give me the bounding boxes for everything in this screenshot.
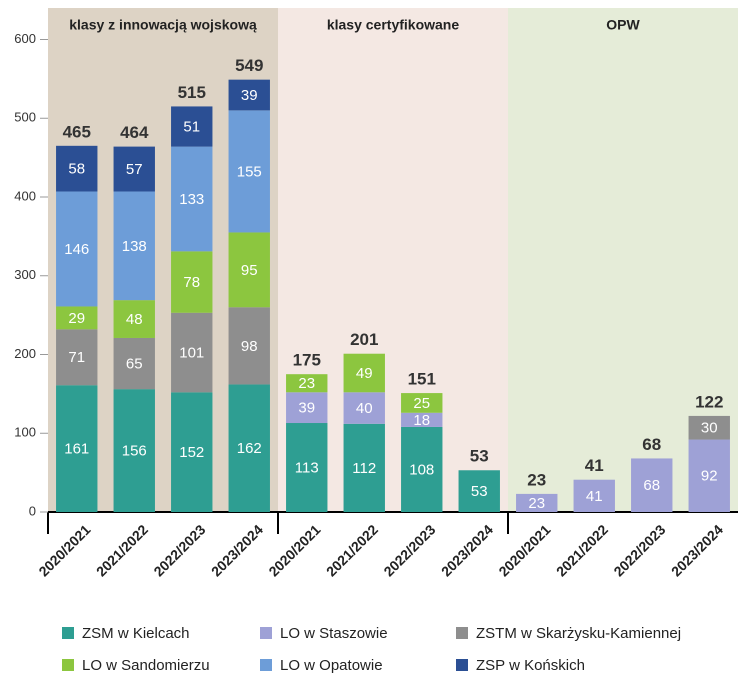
group-title: OPW — [606, 17, 640, 33]
total-label: 201 — [350, 330, 378, 349]
total-label: 23 — [527, 470, 546, 489]
segment-label: 51 — [183, 118, 200, 135]
total-label: 41 — [585, 456, 604, 475]
x-tick-label: 2023/2024 — [208, 521, 266, 579]
legend-label: LO w Sandomierzu — [82, 657, 210, 674]
segment-label: 41 — [586, 488, 603, 505]
x-tick-label: 2021/2022 — [323, 521, 381, 579]
y-tick-label: 100 — [14, 425, 36, 440]
segment-label: 162 — [237, 440, 262, 457]
legend-label: ZSM w Kielcach — [82, 625, 190, 642]
total-label: 122 — [695, 392, 723, 411]
x-tick-label: 2020/2021 — [495, 521, 553, 579]
x-tick-label: 2023/2024 — [668, 521, 726, 579]
segment-label: 113 — [295, 459, 319, 476]
segment-label: 23 — [298, 375, 315, 392]
x-tick-label: 2020/2021 — [35, 521, 93, 579]
segment-label: 98 — [241, 338, 258, 355]
segment-label: 65 — [126, 356, 143, 373]
segment-label: 146 — [64, 241, 89, 258]
segment-label: 29 — [68, 310, 85, 327]
y-tick-label: 400 — [14, 188, 36, 203]
segment-label: 53 — [471, 483, 488, 500]
segment-label: 57 — [126, 161, 143, 178]
segment-label: 112 — [352, 460, 376, 477]
segment-label: 40 — [356, 400, 373, 417]
y-tick-label: 300 — [14, 267, 36, 282]
legend-label: ZSP w Końskich — [476, 657, 585, 674]
y-tick-label: 500 — [14, 110, 36, 125]
x-tick-label: 2021/2022 — [553, 521, 611, 579]
segment-label: 39 — [241, 87, 258, 104]
segment-label: 68 — [643, 477, 660, 494]
segment-label: 25 — [413, 395, 430, 412]
segment-label: 156 — [122, 443, 147, 460]
segment-label: 78 — [183, 274, 200, 291]
x-tick-label: 2022/2023 — [380, 521, 438, 579]
segment-label: 30 — [701, 420, 718, 437]
segment-label: 58 — [68, 161, 85, 178]
segment-label: 101 — [179, 345, 204, 362]
x-tick-label: 2022/2023 — [150, 521, 208, 579]
segment-label: 155 — [237, 163, 262, 180]
segment-label: 18 — [413, 412, 430, 429]
total-label: 151 — [408, 370, 436, 389]
segment-label: 39 — [298, 400, 315, 417]
segment-label: 161 — [64, 441, 89, 458]
segment-label: 92 — [701, 468, 718, 485]
y-tick-label: 600 — [14, 31, 36, 46]
x-tick-label: 2023/2024 — [438, 521, 496, 579]
segment-label: 108 — [409, 461, 434, 478]
legend-swatch — [62, 659, 74, 671]
y-tick-label: 200 — [14, 346, 36, 361]
legend-swatch — [62, 627, 74, 639]
x-tick-label: 2021/2022 — [93, 521, 151, 579]
segment-label: 152 — [179, 444, 204, 461]
segment-label: 23 — [528, 495, 545, 512]
total-label: 465 — [63, 122, 91, 141]
total-label: 68 — [642, 435, 661, 454]
legend-label: LO w Opatowie — [280, 657, 383, 674]
segment-label: 71 — [68, 349, 85, 366]
chart: klasy z innowacją wojskową klasy certyfik… — [0, 0, 738, 677]
total-label: 549 — [235, 56, 263, 75]
total-label: 464 — [120, 123, 149, 142]
legend-swatch — [456, 659, 468, 671]
total-label: 515 — [178, 83, 206, 102]
group-title: klasy z innowacją wojskową — [69, 17, 257, 33]
total-label: 175 — [293, 351, 321, 370]
legend-label: ZSTM w Skarżysku-Kamiennej — [476, 625, 681, 642]
segment-label: 133 — [179, 191, 204, 208]
segment-label: 138 — [122, 238, 147, 255]
y-tick-label: 0 — [29, 503, 36, 518]
legend-label: LO w Staszowie — [280, 625, 388, 642]
x-tick-label: 2022/2023 — [610, 521, 668, 579]
legend-swatch — [260, 627, 272, 639]
segment-label: 95 — [241, 262, 258, 279]
group-title: klasy certyfikowane — [327, 17, 460, 33]
segment-label: 49 — [356, 365, 373, 382]
legend-swatch — [456, 627, 468, 639]
total-label: 53 — [470, 447, 489, 466]
x-tick-label: 2020/2021 — [265, 521, 323, 579]
legend-swatch — [260, 659, 272, 671]
segment-label: 48 — [126, 311, 143, 328]
